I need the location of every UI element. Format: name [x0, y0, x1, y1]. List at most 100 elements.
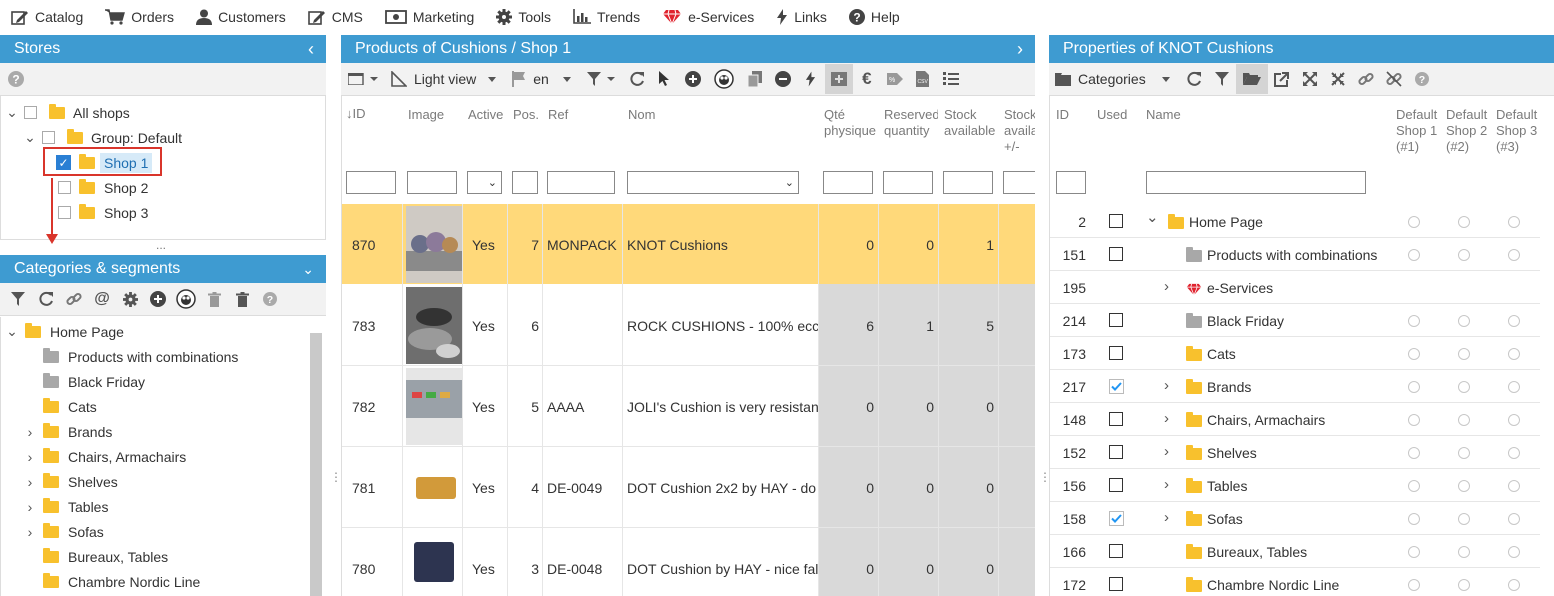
default-shop2-radio[interactable]	[1458, 447, 1470, 459]
mascot-icon[interactable]	[172, 284, 200, 314]
chevron-down-icon[interactable]: ⌄	[1146, 209, 1159, 226]
external-link-icon[interactable]	[1268, 64, 1296, 94]
chevron-right-icon[interactable]: ›	[27, 423, 33, 440]
remove-icon[interactable]	[769, 64, 797, 94]
default-shop3-radio[interactable]	[1508, 348, 1520, 360]
cell-id[interactable]: 780	[352, 560, 376, 577]
cell-active[interactable]: Yes	[472, 479, 495, 496]
default-shop1-radio[interactable]	[1408, 579, 1420, 591]
link-icon[interactable]	[1352, 64, 1380, 94]
product-image[interactable]	[406, 449, 462, 526]
default-shop3-radio[interactable]	[1508, 546, 1520, 558]
property-row[interactable]: 158 › Sofas	[1050, 502, 1540, 535]
cell-id[interactable]: 870	[352, 236, 376, 253]
stock-delta-filter-input[interactable]	[1003, 171, 1035, 194]
menu-marketing[interactable]: Marketing	[374, 0, 485, 33]
default-shop2-radio[interactable]	[1458, 381, 1470, 393]
property-row[interactable]: 195 › e-Services	[1050, 271, 1540, 304]
chevron-down-icon[interactable]: ⌄	[6, 104, 18, 120]
menu-help[interactable]: ? Help	[838, 0, 911, 33]
col-name-header[interactable]: Name	[1146, 107, 1181, 122]
default-shop2-radio[interactable]	[1458, 216, 1470, 228]
pos-filter-input[interactable]	[512, 171, 538, 194]
chevron-right-icon[interactable]: ›	[1164, 377, 1169, 394]
trash-all-icon[interactable]	[228, 284, 256, 314]
ref-filter-input[interactable]	[547, 171, 615, 194]
chevron-right-icon[interactable]: ›	[1164, 410, 1169, 427]
category-row[interactable]: › Shelves	[23, 469, 118, 494]
scrollbar[interactable]	[310, 333, 322, 596]
store-row-all[interactable]: ⌄ All shops	[6, 103, 130, 121]
used-checkbox-checked[interactable]	[1109, 379, 1124, 394]
product-image[interactable]	[406, 368, 462, 445]
collapse-left-icon[interactable]: ‹	[308, 38, 314, 59]
checkbox-checked[interactable]: ✓	[56, 155, 71, 170]
splitter-handle[interactable]: ⋮	[330, 470, 342, 484]
menu-links[interactable]: Links	[765, 0, 838, 33]
store-row-group[interactable]: ⌄ Group: Default	[24, 128, 183, 146]
chevron-right-icon[interactable]: ›	[1164, 509, 1169, 526]
cursor-icon[interactable]	[651, 64, 679, 94]
category-row[interactable]: Cats	[43, 394, 97, 419]
col-name-header[interactable]: Nom	[628, 107, 656, 122]
name-filter-input[interactable]	[1146, 171, 1366, 194]
menu-customers[interactable]: Customers	[185, 0, 297, 33]
default-shop3-radio[interactable]	[1508, 216, 1520, 228]
qty-filter-input[interactable]	[823, 171, 873, 194]
product-image[interactable]	[406, 530, 462, 596]
menu-orders[interactable]: Orders	[94, 0, 185, 33]
grid-menu-icon[interactable]	[343, 64, 383, 94]
chevron-down-icon[interactable]: ⌄	[6, 323, 18, 339]
default-shop1-radio[interactable]	[1408, 216, 1420, 228]
cell-reserved[interactable]: 0	[926, 398, 934, 415]
cell-qty[interactable]: 0	[866, 560, 874, 577]
cell-stock[interactable]: 0	[986, 479, 994, 496]
checkbox[interactable]	[42, 131, 55, 144]
add-icon[interactable]	[679, 64, 707, 94]
property-row[interactable]: 156 › Tables	[1050, 469, 1540, 502]
store-row-shop1[interactable]: ✓ Shop 1	[56, 150, 153, 175]
used-checkbox[interactable]	[1109, 313, 1123, 327]
default-shop2-radio[interactable]	[1458, 579, 1470, 591]
expand-right-icon[interactable]: ›	[1017, 38, 1023, 59]
used-checkbox[interactable]	[1109, 247, 1123, 261]
store-row-shop3[interactable]: Shop 3	[58, 200, 148, 225]
property-row[interactable]: 148 › Chairs, Armachairs	[1050, 403, 1540, 436]
cell-pos[interactable]: 4	[531, 479, 539, 496]
menu-trends[interactable]: Trends	[562, 0, 651, 33]
property-row[interactable]: 152 › Shelves	[1050, 436, 1540, 469]
menu-tools[interactable]: Tools	[485, 0, 562, 33]
view-select[interactable]: Light view	[383, 64, 504, 94]
name-filter-select[interactable]: ⌄	[627, 171, 799, 194]
cell-reserved[interactable]: 1	[926, 317, 934, 334]
euro-icon[interactable]: €	[862, 69, 872, 88]
col-reserved-header[interactable]: Reserved quantity	[884, 107, 938, 138]
chevron-right-icon[interactable]: ›	[1164, 278, 1169, 295]
default-shop1-radio[interactable]	[1408, 480, 1420, 492]
bolt-icon[interactable]	[797, 64, 825, 94]
category-row[interactable]: Black Friday	[43, 369, 145, 394]
cell-active[interactable]: Yes	[472, 560, 495, 577]
filter-icon[interactable]	[1208, 64, 1236, 94]
properties-type-select[interactable]: Categories	[1055, 64, 1180, 94]
default-shop2-radio[interactable]	[1458, 480, 1470, 492]
chevron-right-icon[interactable]: ›	[27, 498, 33, 515]
store-row-shop2[interactable]: Shop 2	[58, 175, 148, 200]
default-shop3-radio[interactable]	[1508, 315, 1520, 327]
cell-name[interactable]: ROCK CUSHIONS - 100% ecc	[627, 317, 818, 334]
language-select[interactable]: en	[504, 64, 579, 94]
col-pos-header[interactable]: Pos.	[513, 107, 540, 122]
menu-catalog[interactable]: Catalog	[0, 0, 94, 33]
copy-icon[interactable]	[741, 64, 769, 94]
refresh-icon[interactable]	[32, 284, 60, 314]
default-shop2-radio[interactable]	[1458, 513, 1470, 525]
used-checkbox[interactable]	[1109, 544, 1123, 558]
cell-stock[interactable]: 0	[986, 398, 994, 415]
cell-reserved[interactable]: 0	[926, 236, 934, 253]
cell-id[interactable]: 783	[352, 317, 376, 334]
product-image[interactable]	[406, 206, 462, 283]
col-id-header[interactable]: ↓ID	[346, 106, 366, 121]
stock-filter-input[interactable]	[943, 171, 993, 194]
chevron-right-icon[interactable]: ›	[27, 473, 33, 490]
col-default-shop2-header[interactable]: Default Shop 2 (#2)	[1446, 107, 1488, 154]
